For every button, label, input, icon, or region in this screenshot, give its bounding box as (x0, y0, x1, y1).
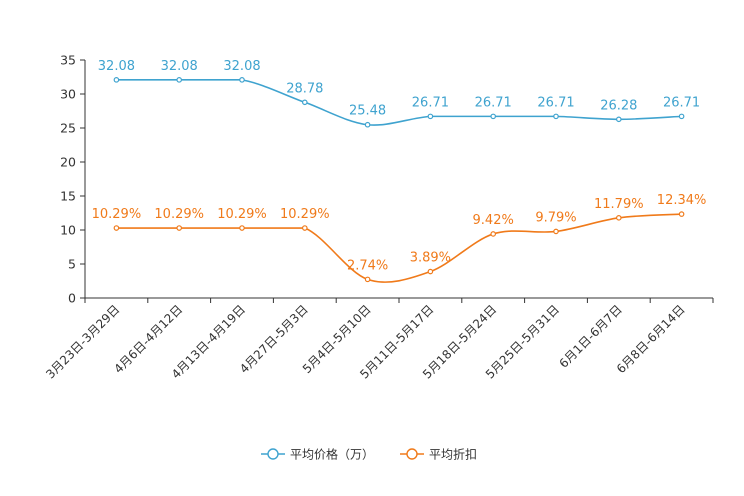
legend-marker-icon (267, 448, 279, 460)
x-tick-label: 6月1日-6月7日 (556, 302, 625, 371)
data-point[interactable] (239, 77, 245, 83)
data-point[interactable] (615, 116, 622, 123)
y-tick-label: 10 (60, 223, 76, 238)
legend-item-2[interactable]: 平均折扣 (400, 447, 477, 462)
data-point[interactable] (553, 228, 559, 235)
data-label: 26.28 (600, 98, 637, 113)
data-point[interactable] (176, 77, 183, 83)
series-2: 10.29% 10.29% 10.29% 10.29% 2.74% 3.89% 9.42% 9… (92, 193, 707, 283)
data-point[interactable] (678, 113, 685, 120)
data-point[interactable] (301, 99, 308, 106)
data-point[interactable] (490, 113, 497, 120)
data-point[interactable] (176, 225, 183, 231)
data-label: 10.29% (217, 207, 267, 222)
data-label: 10.29% (92, 207, 142, 222)
data-label: 11.79% (594, 197, 644, 212)
x-tick-label: 3月23日-3月29日 (43, 302, 122, 381)
data-label: 9.79% (535, 210, 576, 225)
legend-marker-icon (406, 448, 418, 460)
data-point[interactable] (301, 225, 308, 231)
y-tick-label: 25 (60, 121, 76, 136)
data-label: 10.29% (154, 207, 204, 222)
data-point[interactable] (427, 268, 434, 275)
data-label: 28.78 (286, 81, 323, 96)
data-point[interactable] (113, 225, 120, 231)
data-point[interactable] (678, 211, 685, 217)
y-tick-label: 15 (60, 189, 76, 204)
y-tick-label: 20 (60, 155, 76, 170)
series-1: 32.08 32.08 32.08 28.78 25.48 26.71 26.71 26.71… (98, 59, 700, 128)
data-label: 25.48 (349, 104, 386, 119)
data-label: 32.08 (223, 59, 260, 74)
data-label: 32.08 (161, 59, 198, 74)
data-label: 10.29% (280, 207, 330, 222)
data-label: 3.89% (410, 251, 451, 266)
data-label: 26.71 (475, 95, 512, 110)
data-point[interactable] (553, 113, 559, 120)
data-label: 26.71 (537, 95, 574, 110)
data-point[interactable] (239, 225, 245, 231)
data-label: 9.42% (473, 213, 514, 228)
x-tick-label: 6月8日-6月14日 (614, 302, 688, 376)
series-line (116, 79, 682, 126)
data-label: 2.74% (347, 258, 388, 273)
data-point[interactable] (113, 77, 120, 83)
legend-label: 平均价格（万） (290, 447, 374, 462)
data-label: 26.71 (412, 95, 449, 110)
y-tick-label: 35 (60, 53, 76, 68)
series-layer: 32.08 32.08 32.08 28.78 25.48 26.71 26.71 26.71… (92, 59, 707, 283)
data-point[interactable] (427, 113, 434, 120)
y-tick-label: 30 (60, 87, 76, 102)
data-point[interactable] (490, 231, 497, 237)
data-label: 26.71 (663, 95, 700, 110)
data-label: 32.08 (98, 59, 135, 74)
legend-label: 平均折扣 (429, 447, 477, 462)
data-point[interactable] (364, 276, 371, 283)
legend-item-1[interactable]: 平均价格（万） (261, 447, 374, 462)
data-label: 12.34% (657, 193, 707, 208)
y-tick-label: 5 (68, 257, 76, 272)
legend[interactable]: 平均价格（万） 平均折扣 (261, 447, 477, 462)
data-point[interactable] (615, 215, 622, 221)
y-tick-label: 0 (68, 291, 76, 306)
data-point[interactable] (364, 121, 371, 128)
series-line (116, 213, 682, 283)
